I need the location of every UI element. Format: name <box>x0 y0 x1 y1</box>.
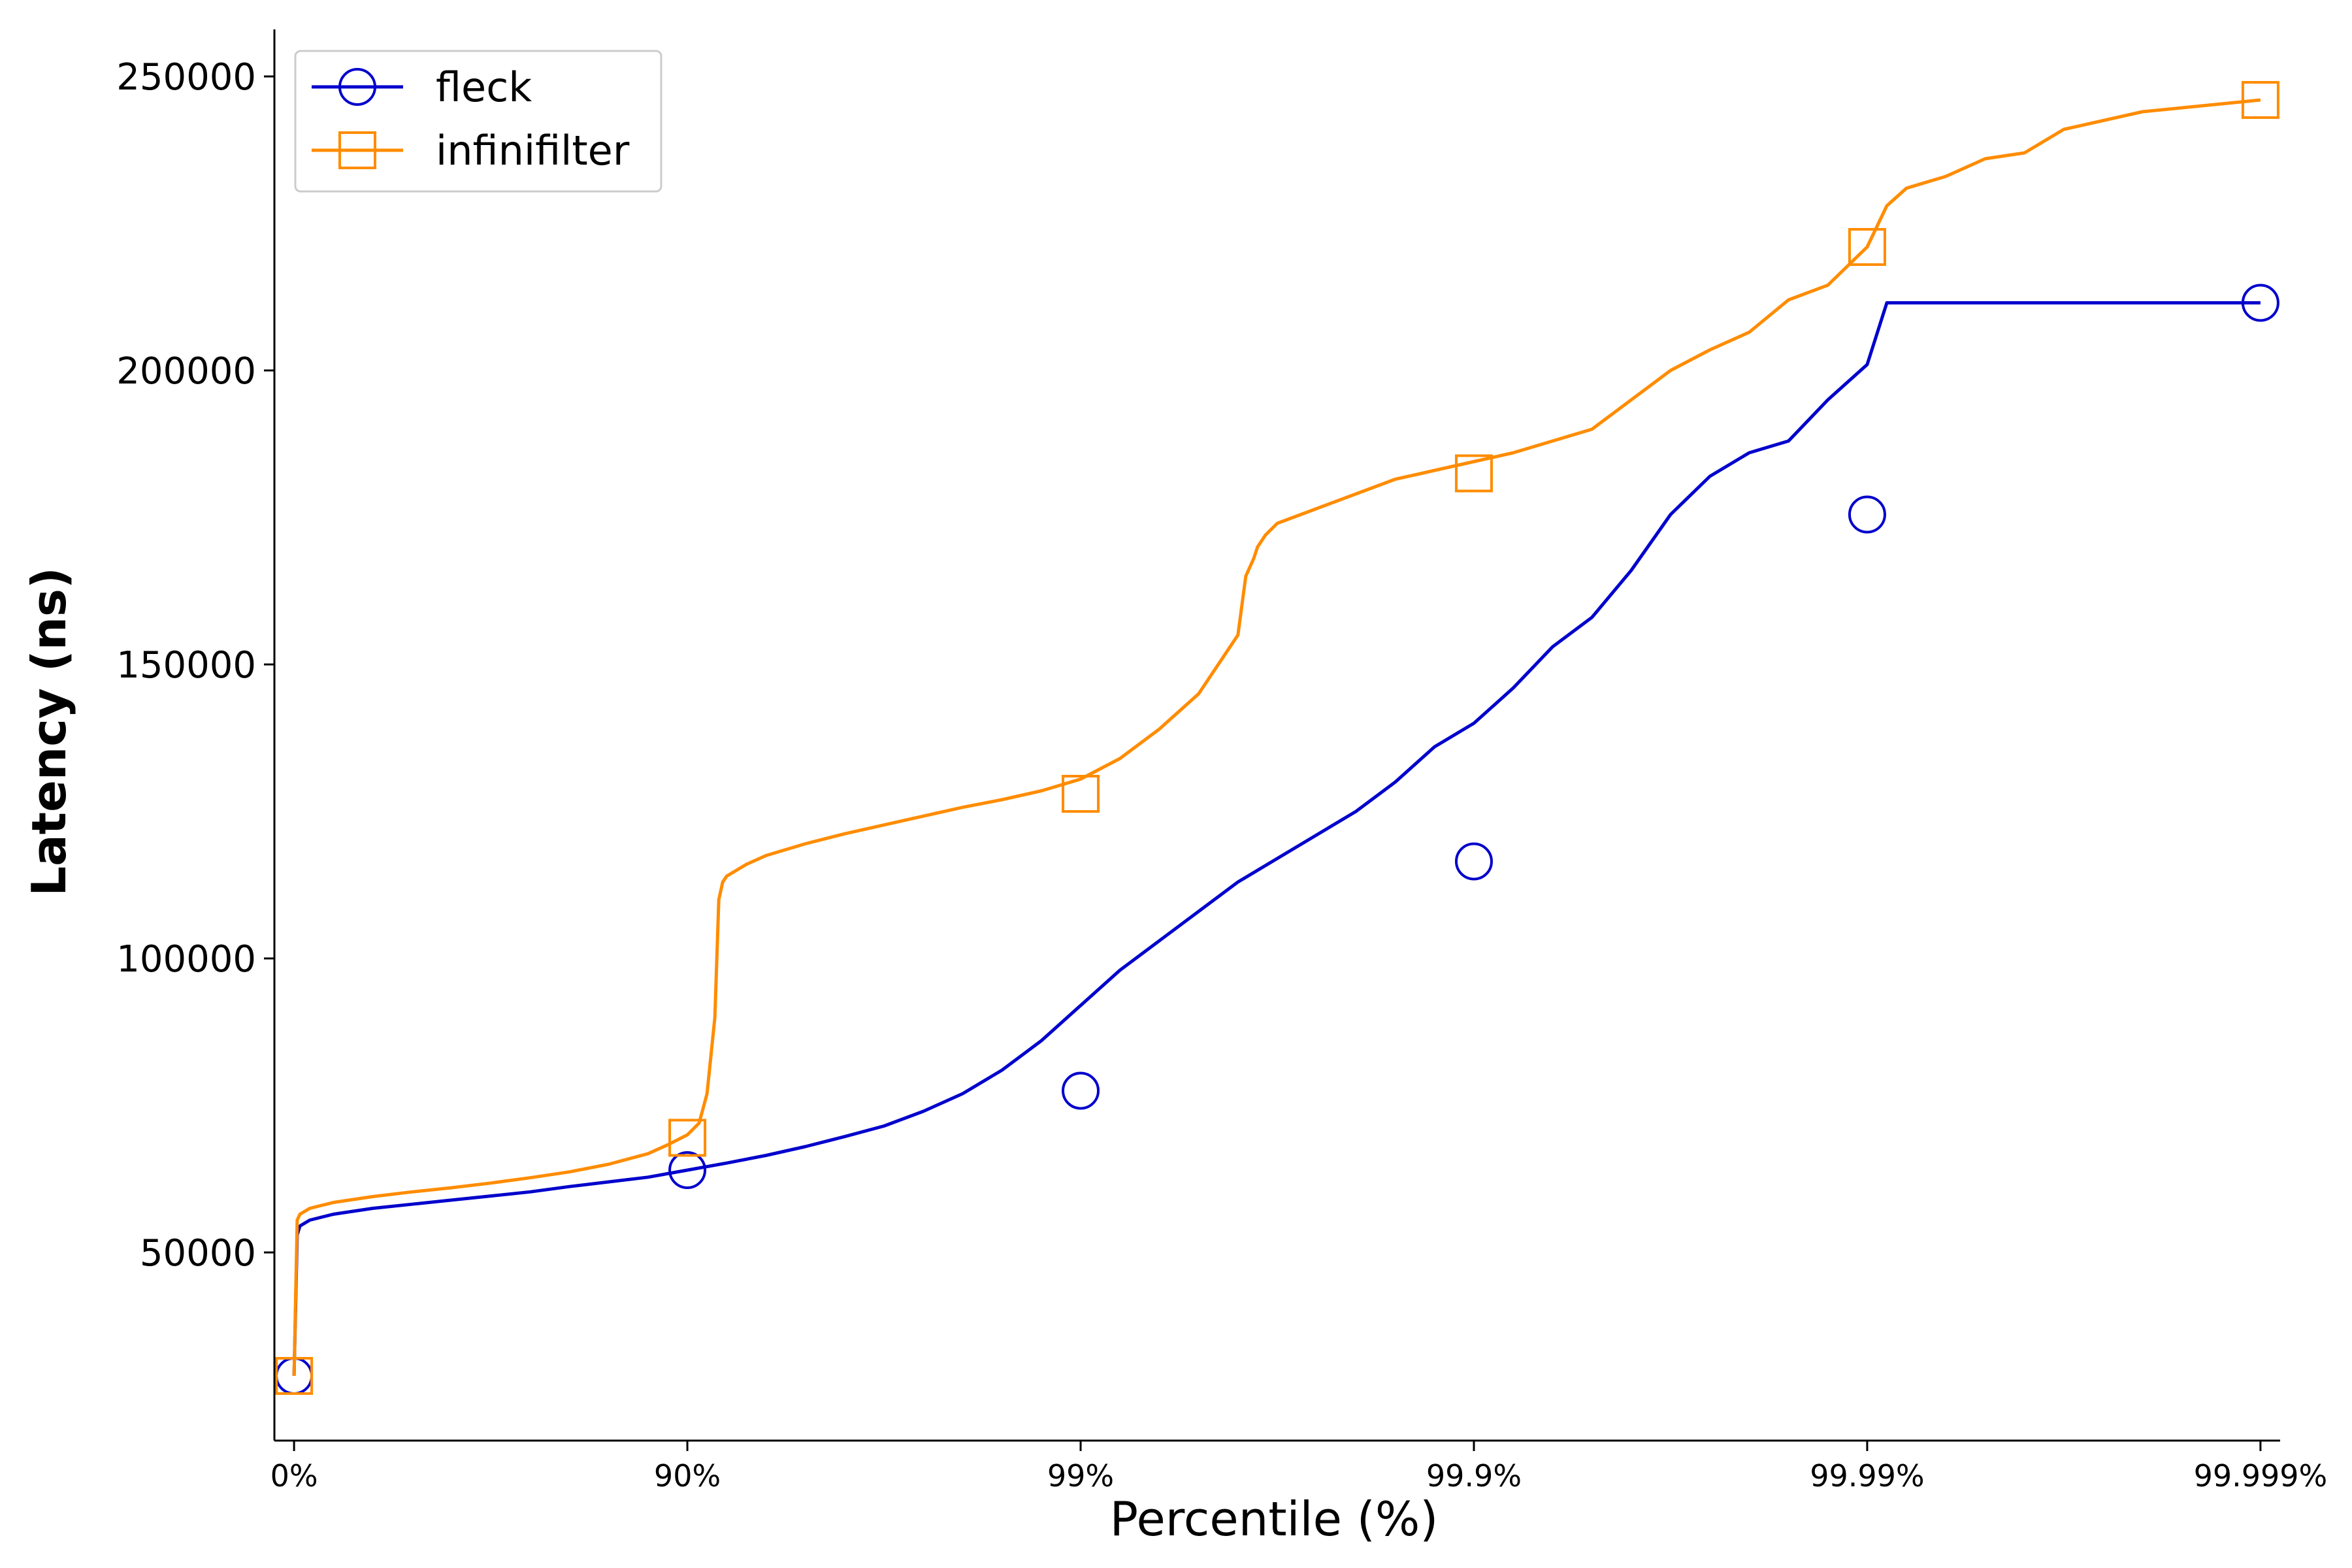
data-point-fleck <box>1062 1071 1100 1110</box>
series-line-infinifilter <box>292 98 2261 1377</box>
plot-series <box>275 81 2279 1395</box>
data-point-infinifilter <box>1454 454 1493 493</box>
legend-label-fleck: fleck <box>436 63 532 111</box>
x-tick-label: 99.9% <box>1426 1458 1522 1494</box>
x-tick-label: 0% <box>270 1458 318 1494</box>
y-tick-label: 250000 <box>116 56 256 99</box>
data-point-infinifilter <box>275 1357 314 1395</box>
axes <box>273 29 2280 1442</box>
x-tick-label: 99% <box>1047 1458 1114 1494</box>
data-point-fleck <box>668 1151 707 1189</box>
y-tick-label: 150000 <box>116 644 256 687</box>
data-point-infinifilter <box>1062 775 1100 813</box>
data-point-infinifilter <box>1848 228 1886 266</box>
y-tick-label: 100000 <box>116 938 256 981</box>
data-point-fleck <box>1848 495 1886 534</box>
x-tick-label: 99.999% <box>2194 1458 2328 1494</box>
data-point-infinifilter <box>2241 81 2279 119</box>
y-axis-title: Latency (ns) <box>22 567 76 896</box>
x-tick-label: 99.99% <box>1810 1458 1924 1494</box>
data-point-fleck <box>1454 842 1493 881</box>
series-line-fleck <box>292 301 2261 1377</box>
ticks: 50000 100000 150000 200000 250000 0% 90% 99% 99.… <box>116 56 2327 1494</box>
legend-marker-infinifilter <box>338 131 376 169</box>
series-infinifilter <box>275 81 2279 1395</box>
legend-label-infinifilter: infinifilter <box>436 127 630 174</box>
data-point-fleck <box>2241 284 2279 322</box>
legend-marker-fleck <box>338 68 376 106</box>
x-axis-title: Percentile (%) <box>1110 1492 1439 1546</box>
y-tick-label: 200000 <box>116 350 256 393</box>
data-point-infinifilter <box>668 1119 707 1157</box>
y-tick-label: 50000 <box>140 1232 256 1275</box>
x-tick-label: 90% <box>654 1458 721 1494</box>
legend: fleck infinifilter <box>294 50 662 193</box>
